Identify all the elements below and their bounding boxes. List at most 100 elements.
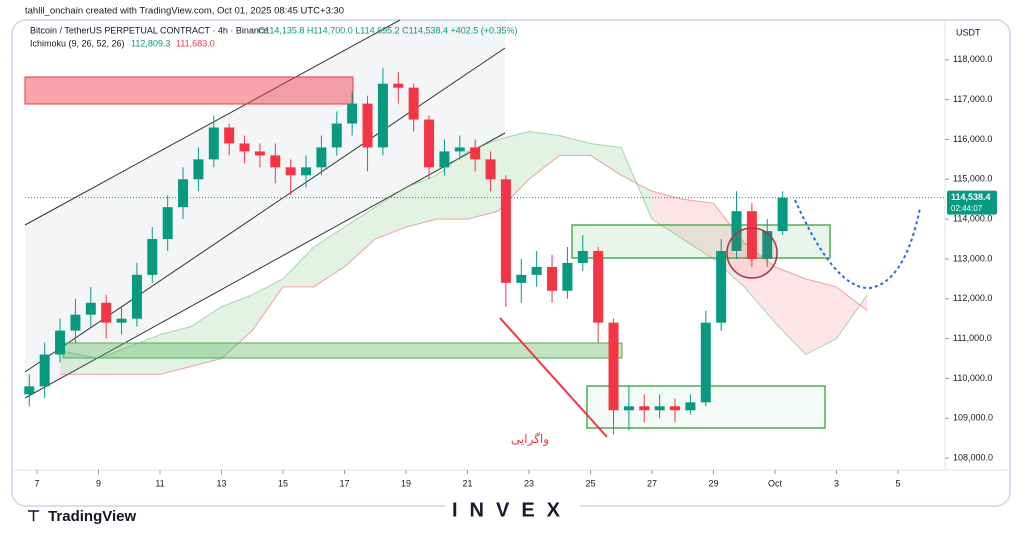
y-tick-label: 118,000.0	[953, 54, 992, 64]
x-tick-label: 27	[647, 478, 657, 488]
candle-body	[500, 179, 511, 283]
symbol-title: Bitcoin / TetherUS PERPETUAL CONTRACT · …	[30, 25, 268, 35]
candle-body	[131, 274, 142, 319]
footer-logo: ⊤ TradingView	[27, 508, 136, 525]
cloud-segment	[60, 350, 99, 375]
x-tick-label: 9	[96, 478, 101, 488]
candle-body	[24, 386, 35, 395]
candle-body	[254, 151, 265, 156]
candle-body	[39, 354, 50, 387]
footer-logo-text: TradingView	[48, 508, 136, 525]
cloud-segment	[682, 199, 714, 259]
candle-body	[562, 262, 573, 291]
candle-body	[654, 406, 665, 411]
cloud-segment	[252, 278, 283, 331]
candle-body	[639, 406, 650, 411]
currency: USDT	[956, 27, 981, 37]
x-tick-label: 13	[216, 478, 226, 488]
candle-body	[331, 123, 342, 148]
cloud-line	[59, 130, 868, 360]
candle-body	[746, 211, 757, 259]
indicator-value: 112,809.3	[131, 38, 170, 48]
cloud-segment	[282, 246, 314, 287]
cloud-segment	[98, 346, 130, 375]
annotation: واگرایی	[511, 432, 549, 446]
candle-body	[116, 318, 127, 323]
highlight-circle	[726, 227, 778, 279]
candle-body	[239, 143, 250, 152]
candle-body	[70, 314, 81, 331]
x-tick-label: 19	[401, 478, 411, 488]
candle-body	[101, 302, 112, 323]
y-tick-label: 116,000.0	[953, 134, 992, 144]
x-tick-label: 3	[834, 478, 839, 488]
candle-body	[762, 231, 773, 259]
candle-body	[393, 83, 404, 88]
channel-line	[24, 132, 506, 399]
candle-body	[193, 159, 204, 180]
y-tick-label: 113,000.0	[953, 253, 992, 263]
candle-body	[439, 151, 450, 168]
y-tick-label: 117,000.0	[953, 94, 992, 104]
cloud-segment	[590, 143, 622, 176]
indicator-value: 111,683.0	[176, 38, 215, 48]
channel-line	[24, 19, 401, 226]
cloud-segment	[159, 326, 191, 375]
cloud-segment	[313, 227, 345, 287]
candle-body	[547, 266, 558, 291]
divergence-line	[499, 317, 608, 438]
candle-body	[408, 87, 419, 120]
countdown: 02:44:07	[951, 204, 983, 213]
candle-body	[731, 211, 742, 251]
candle-body	[485, 159, 496, 180]
x-tick-label: 11	[155, 478, 164, 488]
candle-body	[700, 322, 711, 403]
candle-body	[208, 127, 219, 160]
candle-body	[55, 330, 66, 355]
candle-body	[623, 406, 634, 411]
cloud-segment	[805, 278, 837, 355]
x-tick-label: Oct	[768, 478, 783, 488]
x-tick-label: 25	[585, 478, 595, 488]
cloud-segment	[129, 334, 160, 375]
y-tick-label: 115,000.0	[953, 174, 992, 184]
candle-body	[470, 147, 481, 160]
candle-body	[301, 167, 312, 176]
candle-body	[716, 250, 727, 323]
y-tick-label: 111,000.0	[953, 333, 992, 343]
y-tick-label: 109,000.0	[953, 413, 993, 423]
candle-body	[362, 103, 373, 148]
y-tick-label: 108,000.0	[953, 452, 993, 462]
cloud-segment	[436, 151, 468, 220]
x-tick-label: 5	[895, 478, 900, 488]
candle-body	[608, 322, 619, 411]
cloud-segment	[559, 135, 591, 156]
zone	[571, 224, 831, 259]
ohlc: O114,135.8 H114,700.0 L114,695.2 C114,53…	[258, 25, 518, 35]
cloud-segment	[344, 207, 376, 267]
cloud-segment	[528, 131, 560, 180]
candle-body	[147, 239, 158, 275]
candle-body	[162, 207, 173, 240]
projection-path	[794, 199, 921, 290]
y-tick-label: 112,000.0	[953, 293, 992, 303]
demand-zone	[62, 342, 623, 359]
cloud-segment	[651, 191, 683, 240]
candle-body	[593, 250, 604, 323]
candle-body	[777, 197, 788, 232]
candle-body	[577, 250, 588, 263]
candle-body	[531, 266, 542, 275]
x-tick-label: 23	[524, 478, 534, 488]
candle-body	[424, 119, 435, 168]
candle-body	[178, 179, 189, 208]
x-tick-label: 21	[462, 478, 472, 488]
price-label-bg	[947, 190, 997, 215]
indicator: Ichimoku (9, 26, 52, 26)	[30, 38, 125, 48]
y-tick-label: 110,000.0	[953, 373, 992, 383]
cloud-segment	[375, 187, 406, 240]
candle-body	[316, 147, 327, 168]
x-tick-label: 29	[708, 478, 718, 488]
watermark: INVEX	[452, 499, 572, 521]
cloud-segment	[774, 266, 806, 355]
